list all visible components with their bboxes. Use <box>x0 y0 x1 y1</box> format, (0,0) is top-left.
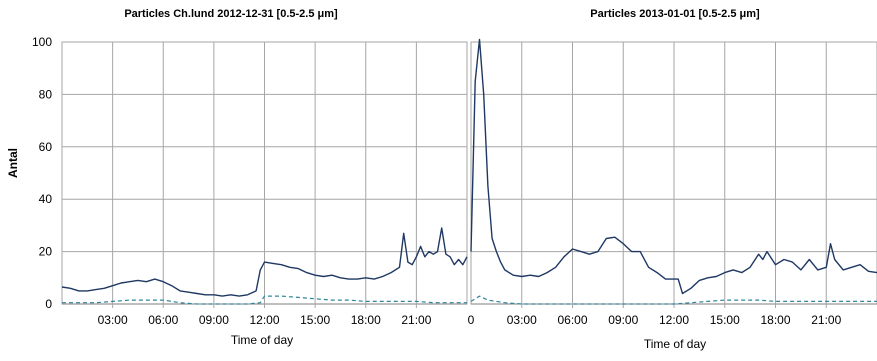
chart-title-right: Particles 2013-01-01 [0.5-2.5 μm] <box>590 8 760 20</box>
series-line-dashed <box>62 295 467 305</box>
x-axis-label-left: Time of day <box>231 333 293 347</box>
x-tick-label: 12:00 <box>659 313 689 327</box>
y-tick-label: 40 <box>39 192 53 206</box>
series-line-solid <box>470 38 877 295</box>
series-line-dashed <box>470 295 877 305</box>
y-axis-label: Antal <box>6 148 20 178</box>
x-tick-label: 12:00 <box>249 313 279 327</box>
chart-panel-right: 0 03:00 06:00 09:00 12:00 15:00 18:00 21:00 Par… <box>468 8 877 351</box>
x-tick-label: 09:00 <box>608 313 638 327</box>
x-tick-label: 0 <box>468 313 475 327</box>
series-layer-right <box>470 38 877 305</box>
x-tick-label: 21:00 <box>401 313 431 327</box>
tick-labels-right: 0 03:00 06:00 09:00 12:00 15:00 18:00 21:00 <box>468 313 842 327</box>
series-line-solid <box>61 227 468 297</box>
gridlines-left <box>62 41 467 308</box>
y-tick-label: 100 <box>32 35 52 49</box>
x-tick-label: 06:00 <box>148 313 178 327</box>
x-tick-label: 18:00 <box>760 313 790 327</box>
x-tick-label: 06:00 <box>557 313 587 327</box>
x-tick-label: 21:00 <box>811 313 841 327</box>
x-tick-label: 03:00 <box>98 313 128 327</box>
y-tick-label: 0 <box>45 297 52 311</box>
y-tick-label: 60 <box>39 140 53 154</box>
x-tick-label: 15:00 <box>300 313 330 327</box>
x-axis-label-right: Time of day <box>644 337 706 351</box>
x-tick-label: 15:00 <box>710 313 740 327</box>
x-tick-label: 18:00 <box>351 313 381 327</box>
chart-panel-left: 0 20 40 60 80 100 03:00 06:00 09:00 12:00 15:00 18:… <box>6 8 468 347</box>
chart-title-left: Particles Ch.lund 2012-12-31 [0.5-2.5 μm… <box>124 8 338 20</box>
x-tick-label: 03:00 <box>507 313 537 327</box>
y-tick-label: 80 <box>39 87 53 101</box>
x-tick-label: 09:00 <box>199 313 229 327</box>
series-layer-left <box>61 227 468 305</box>
y-tick-label: 20 <box>39 245 53 259</box>
tick-labels-left: 0 20 40 60 80 100 03:00 06:00 09:00 12:00 15:00 18:… <box>32 35 432 327</box>
